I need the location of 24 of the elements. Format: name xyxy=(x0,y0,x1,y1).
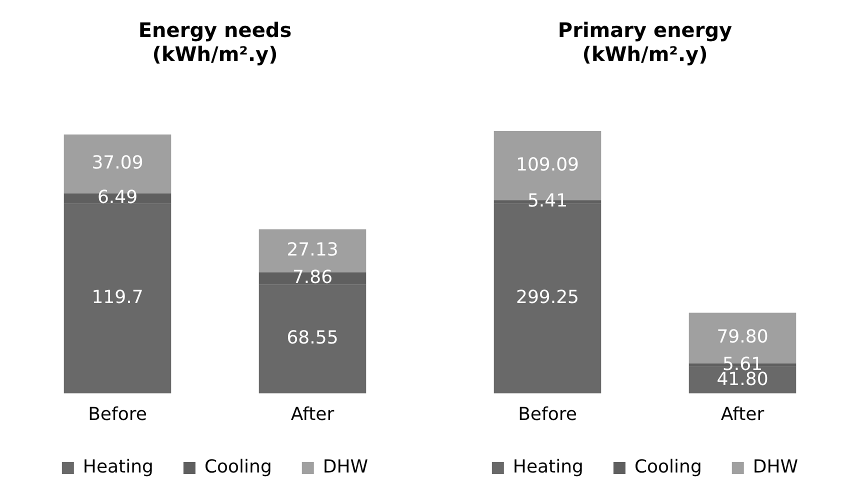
legend-label: DHW xyxy=(322,456,368,478)
data-label: 79.80 xyxy=(716,326,768,348)
legend-label: Cooling xyxy=(204,456,272,478)
text: Primary energy xyxy=(558,18,732,42)
legend-label: Heating xyxy=(512,456,584,478)
data-label: 37.09 xyxy=(92,152,144,174)
text: (kWh/m².y) xyxy=(152,42,278,66)
legend-label: DHW xyxy=(752,456,798,478)
data-label: 6.49 xyxy=(97,187,138,208)
data-label: 5.41 xyxy=(527,190,568,212)
data-label: 27.13 xyxy=(286,239,338,260)
x-tick-label: After xyxy=(290,404,335,425)
legend-label: Heating xyxy=(82,456,154,478)
data-label: 7.86 xyxy=(292,267,333,288)
x-tick-label: Before xyxy=(88,404,147,425)
text: Energy needs xyxy=(138,18,292,42)
data-label: 299.25 xyxy=(516,287,579,308)
text: (kWh/m².y) xyxy=(582,42,708,66)
legend-label: Cooling xyxy=(634,456,702,478)
x-tick-label: After xyxy=(720,404,765,425)
data-label: 119.7 xyxy=(92,287,144,308)
data-label: 68.55 xyxy=(286,328,338,349)
data-label: 109.09 xyxy=(516,154,579,176)
x-tick-label: Before xyxy=(518,404,577,425)
